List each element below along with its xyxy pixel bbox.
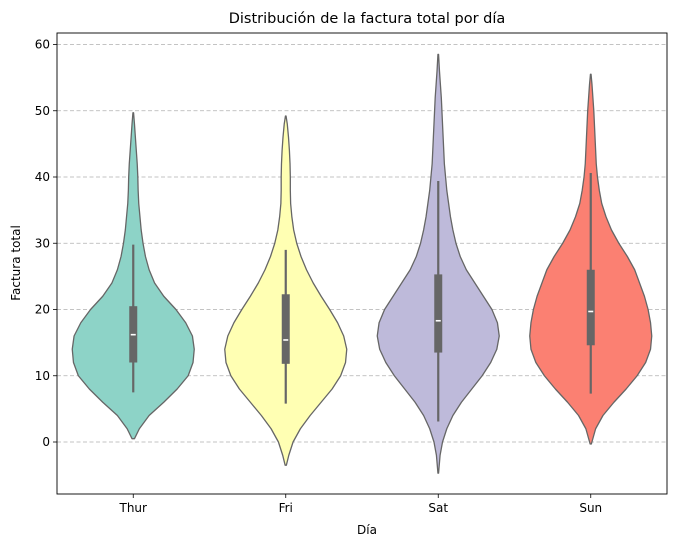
y-tick-label: 20 bbox=[35, 303, 50, 317]
y-axis: 0 10 20 30 40 50 60 bbox=[35, 38, 57, 449]
y-tick-label: 50 bbox=[35, 104, 50, 118]
violin-iqr-box bbox=[281, 294, 290, 364]
y-tick-label: 60 bbox=[35, 38, 50, 52]
y-tick-label: 0 bbox=[42, 435, 50, 449]
x-axis: Thur Fri Sat Sun bbox=[119, 494, 602, 515]
x-tick-label: Fri bbox=[279, 501, 293, 515]
violins bbox=[71, 53, 653, 474]
y-tick-label: 30 bbox=[35, 236, 50, 250]
plot-frame bbox=[56, 32, 668, 495]
y-tick-label: 40 bbox=[35, 170, 50, 184]
y-axis-title: Factura total bbox=[9, 225, 23, 301]
x-tick-label: Sat bbox=[428, 501, 448, 515]
violin-iqr-box bbox=[586, 269, 595, 346]
x-tick-label: Sun bbox=[579, 501, 602, 515]
x-tick-label: Thur bbox=[119, 501, 148, 515]
chart-title: Distribución de la factura total por día bbox=[229, 11, 506, 27]
y-tick-label: 10 bbox=[35, 369, 50, 383]
violin-iqr-box bbox=[434, 274, 443, 353]
x-axis-title: Día bbox=[357, 523, 377, 537]
